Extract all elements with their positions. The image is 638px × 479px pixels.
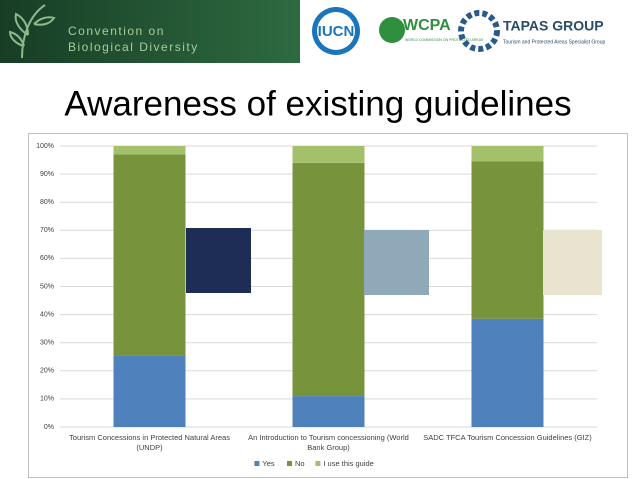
y-tick-label: 20% (40, 368, 54, 375)
guide-cover (543, 230, 602, 295)
legend-swatch (287, 461, 292, 466)
slide-title: Awareness of existing guidelines (64, 84, 571, 123)
legend-label: No (295, 459, 305, 468)
y-tick-label: 100% (36, 143, 54, 150)
iucn-text: IUCN (318, 23, 355, 40)
cbd-text: Convention on (68, 24, 165, 38)
bar-segment (471, 318, 544, 427)
x-tick-label: Tourism Concessions in Protected Natural… (69, 433, 230, 452)
y-tick-label: 80% (40, 199, 54, 206)
y-tick-label: 50% (40, 283, 54, 290)
chart-frame (28, 133, 628, 478)
tapas-sub: Tourism and Protected Areas Specialist G… (503, 39, 605, 45)
bar-segment (113, 146, 186, 155)
legend-label: Yes (262, 459, 274, 468)
y-tick-label: 60% (40, 255, 54, 262)
x-tick-label-box: Tourism Concessions in Protected Natural… (69, 433, 230, 452)
bar-segment (292, 396, 365, 427)
x-tick-label: SADC TFCA Tourism Concession Guidelines … (423, 433, 592, 442)
guide-cover (186, 228, 251, 293)
wcpa-text: WCPA (403, 17, 451, 34)
tapas-logo (458, 10, 500, 52)
y-tick-label: 70% (40, 227, 54, 234)
y-tick-label: 30% (40, 340, 54, 347)
bar-segment (113, 355, 186, 427)
y-tick-label: 0% (44, 424, 54, 431)
x-tick-label: An Introduction to Tourism concessioning… (248, 433, 409, 452)
wcpa-logo (379, 17, 405, 43)
y-tick-label: 10% (40, 396, 54, 403)
bar-segment (471, 146, 544, 162)
header-band (0, 0, 300, 63)
bar-segment (471, 161, 544, 319)
bar-segment (113, 154, 186, 356)
cbd-leaf (8, 4, 56, 59)
y-tick-label: 40% (40, 311, 54, 318)
guide-cover (364, 230, 429, 295)
cbd-text: Biological Diversity (68, 40, 199, 54)
legend-swatch (315, 461, 321, 466)
legend-swatch (254, 461, 260, 466)
tapas-text: TAPAS GROUP (503, 18, 604, 34)
iucn-logo (317, 12, 355, 50)
x-tick-label-box: SADC TFCA Tourism Concession Guidelines … (423, 433, 592, 442)
y-tick-label: 90% (40, 171, 54, 178)
bar-segment (292, 146, 365, 163)
bar-segment (292, 162, 365, 397)
legend-label: I use this guide (323, 459, 373, 468)
wcpa-sub: WORLD COMMISSION ON PROTECTED AREAS (405, 38, 484, 42)
x-tick-label-box: An Introduction to Tourism concessioning… (248, 433, 409, 452)
